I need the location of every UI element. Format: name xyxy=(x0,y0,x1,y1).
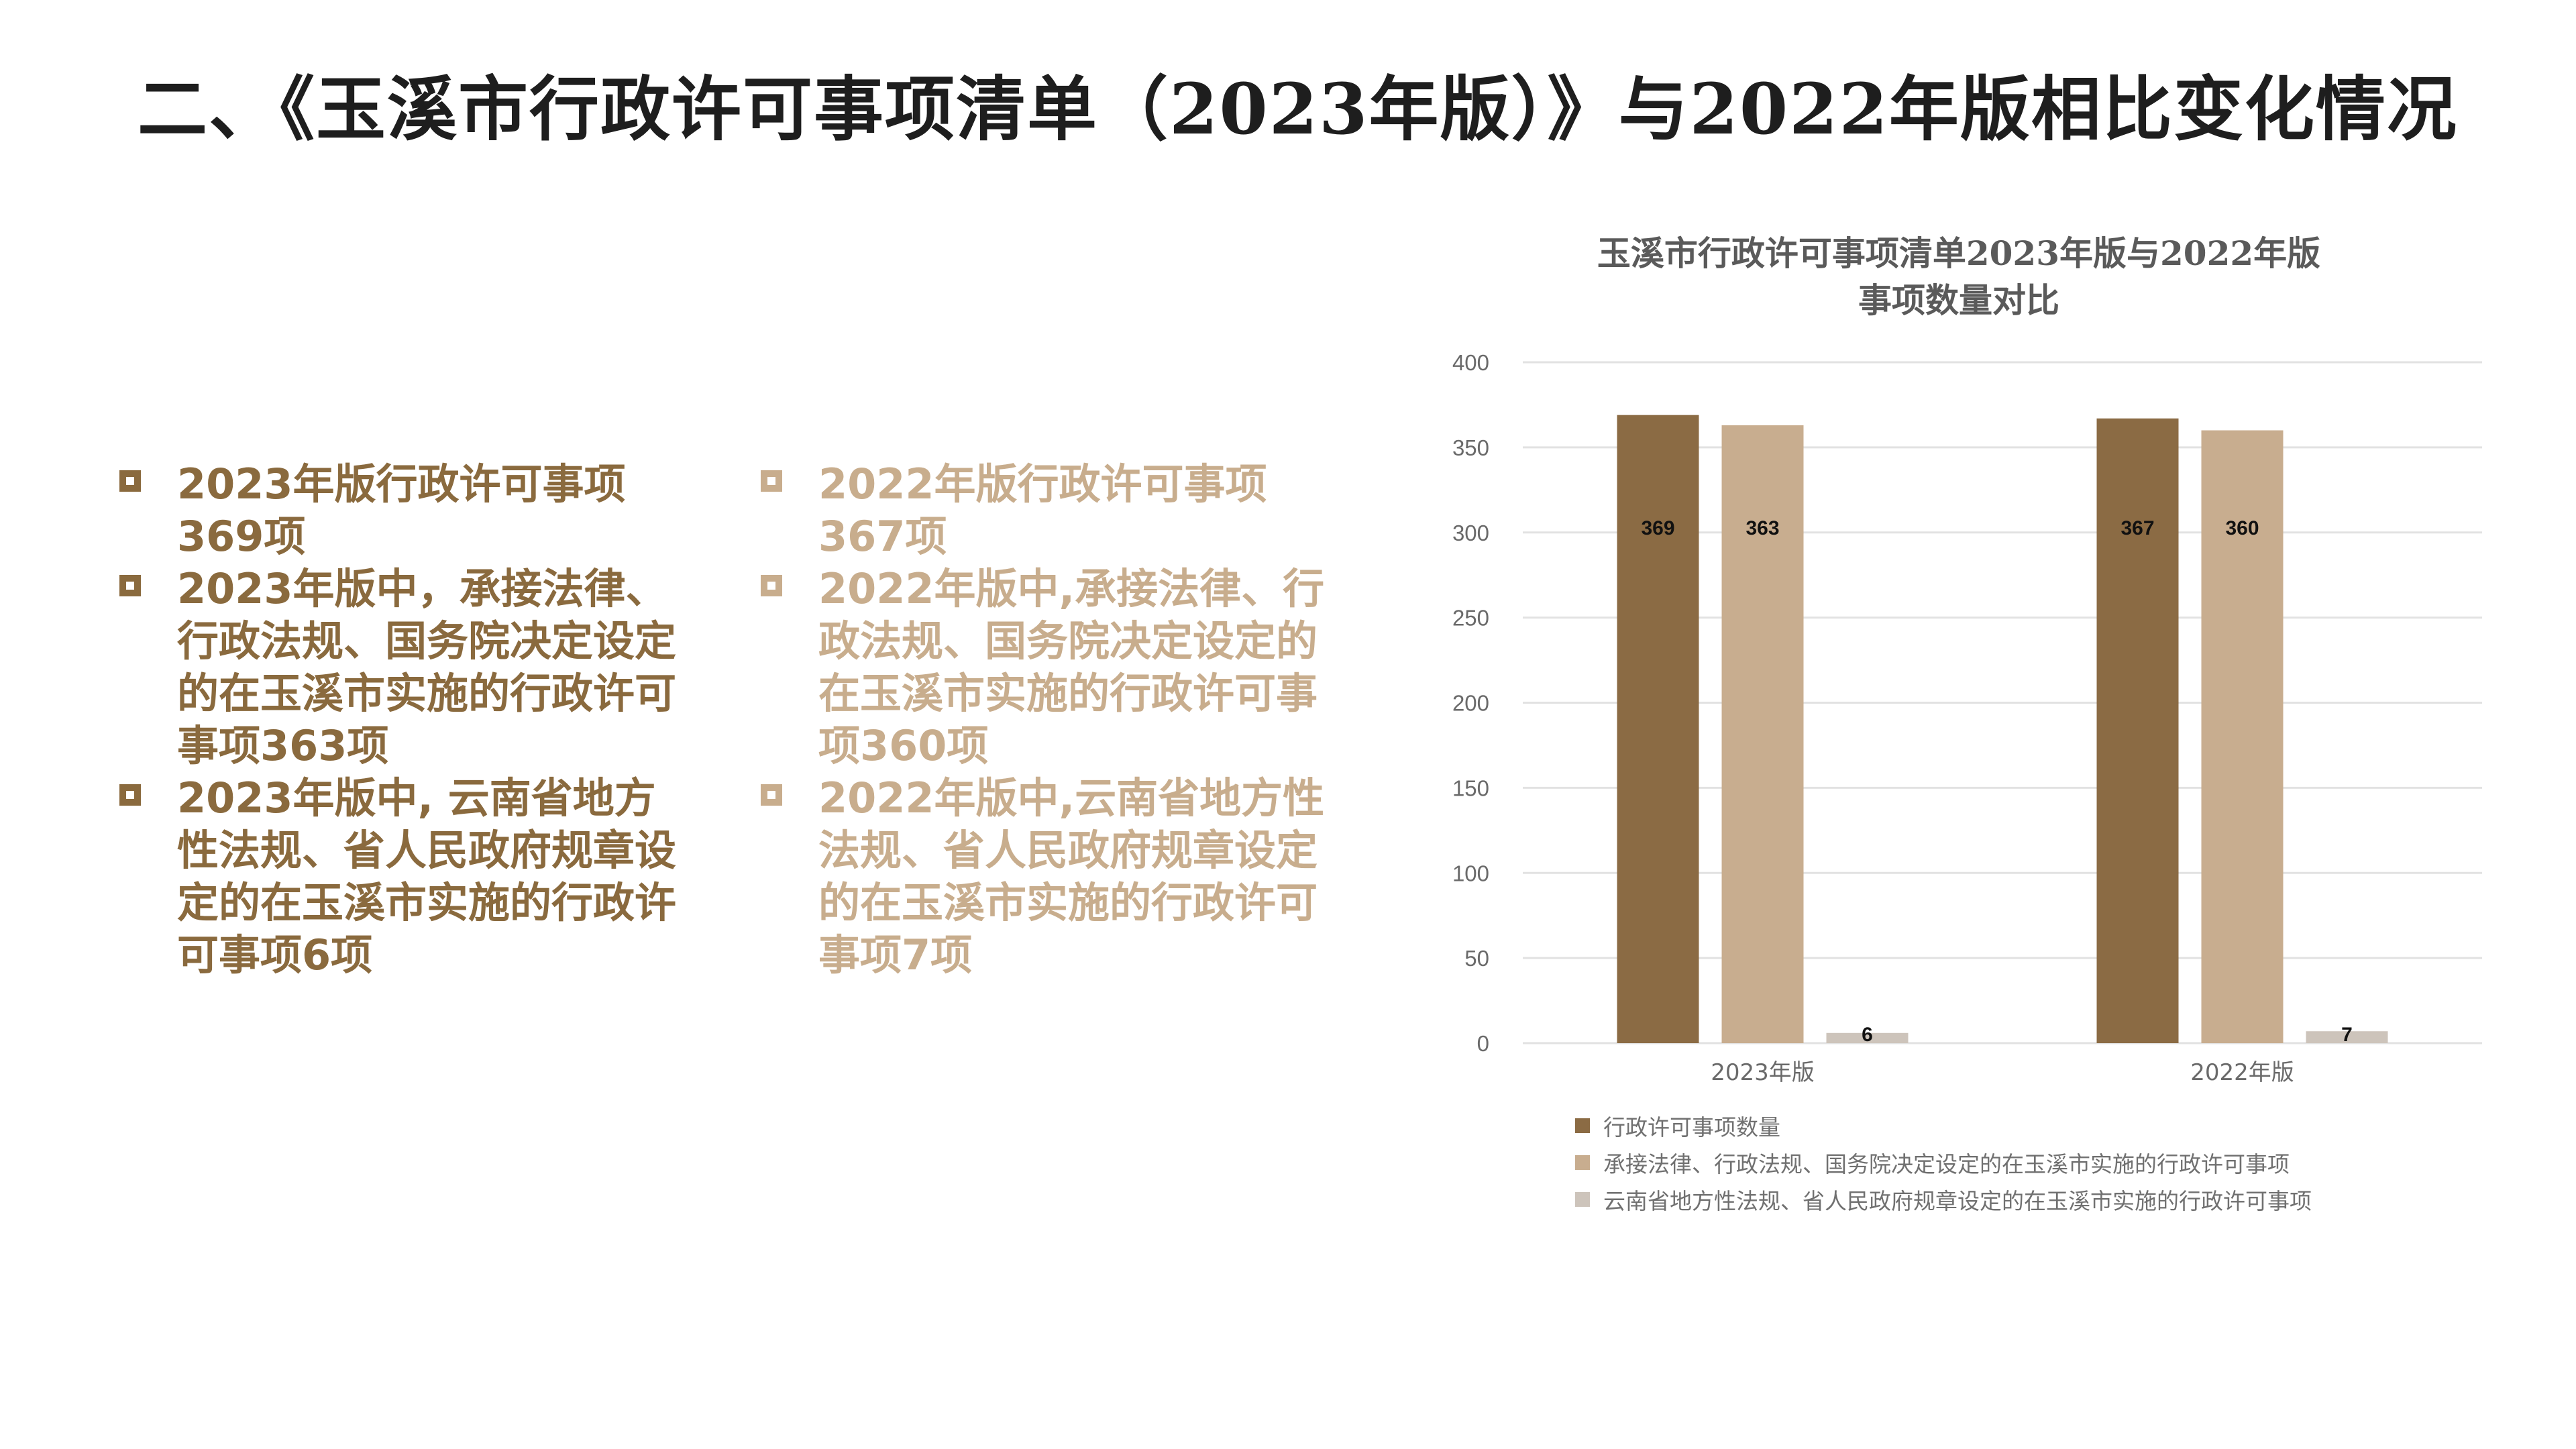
bullet-list-2022: 2022年版行政许可事项367项 2022年版中,承接法律、行政法规、国务院决定… xyxy=(757,458,1334,981)
bullet-item: 2022年版行政许可事项367项 xyxy=(757,458,1334,563)
legend-label: 云南省地方性法规、省人民政府规章设定的在玉溪市实施的行政许可事项 xyxy=(1603,1187,2312,1214)
bullet-text: 2023年版中，承接法律、行政法规、国务院决定设定的在玉溪市实施的行政许可事项3… xyxy=(177,564,677,770)
y-tick-label: 300 xyxy=(1452,521,1489,545)
bullet-text: 2023年版行政许可事项369项 xyxy=(177,460,626,561)
chart-title-line: 玉溪市行政许可事项清单2023年版与2022年版 xyxy=(1597,233,2320,273)
y-tick-label: 100 xyxy=(1452,861,1489,885)
bullet-item: 2023年版中, 云南省地方性法规、省人民政府规章设定的在玉溪市实施的行政许可事… xyxy=(115,772,692,981)
y-tick-label: 50 xyxy=(1464,946,1489,971)
y-tick-label: 350 xyxy=(1452,435,1489,460)
legend-swatch xyxy=(1575,1118,1590,1133)
square-bullet-icon xyxy=(119,470,141,492)
square-bullet-icon xyxy=(119,784,141,806)
x-category-label: 2023年版 xyxy=(1711,1059,1815,1086)
bullet-item: 2023年版中，承接法律、行政法规、国务院决定设定的在玉溪市实施的行政许可事项3… xyxy=(115,563,692,772)
bar-value-label: 360 xyxy=(2225,517,2259,539)
y-tick-label: 0 xyxy=(1477,1031,1489,1056)
chart-legend: 行政许可事项数量承接法律、行政法规、国务院决定设定的在玉溪市实施的行政许可事项云… xyxy=(1575,1107,2514,1218)
y-tick-label: 150 xyxy=(1452,775,1489,800)
legend-swatch xyxy=(1575,1155,1590,1170)
legend-label: 行政许可事项数量 xyxy=(1603,1114,1780,1140)
page-title: 二、《玉溪市行政许可事项清单（2023年版）》与2022年版相比变化情况 xyxy=(138,68,2458,150)
comparison-chart: 玉溪市行政许可事项清单2023年版与2022年版 事项数量对比 0 50 100 150 2… xyxy=(1409,215,2509,1234)
bar xyxy=(1617,415,1699,1043)
bar xyxy=(1721,425,1804,1043)
bullet-text: 2022年版行政许可事项367项 xyxy=(818,460,1267,561)
y-tick-label: 250 xyxy=(1452,606,1489,631)
bar-value-label: 7 xyxy=(2341,1024,2353,1046)
y-tick-label: 400 xyxy=(1452,350,1489,375)
bullet-item: 2022年版中,云南省地方性法规、省人民政府规章设定的在玉溪市实施的行政许可事项… xyxy=(757,772,1334,981)
bullet-text: 2023年版中, 云南省地方性法规、省人民政府规章设定的在玉溪市实施的行政许可事… xyxy=(177,773,677,979)
x-category-label: 2022年版 xyxy=(2190,1059,2294,1086)
bar-value-label: 363 xyxy=(1746,517,1779,539)
legend-label: 承接法律、行政法规、国务院决定设定的在玉溪市实施的行政许可事项 xyxy=(1603,1150,2290,1177)
bar-value-label: 367 xyxy=(2121,517,2154,539)
bullet-item: 2022年版中,承接法律、行政法规、国务院决定设定的在玉溪市实施的行政许可事项3… xyxy=(757,563,1334,772)
bullet-item: 2023年版行政许可事项369项 xyxy=(115,458,692,563)
legend-item: 云南省地方性法规、省人民政府规章设定的在玉溪市实施的行政许可事项 xyxy=(1575,1181,2514,1218)
bar xyxy=(1826,1032,1909,1043)
y-tick-label: 200 xyxy=(1452,691,1489,716)
square-bullet-icon xyxy=(761,575,782,596)
bar-value-label: 369 xyxy=(1641,517,1674,539)
bullet-text: 2022年版中,承接法律、行政法规、国务院决定设定的在玉溪市实施的行政许可事项3… xyxy=(818,564,1325,770)
bullet-list-2023: 2023年版行政许可事项369项 2023年版中，承接法律、行政法规、国务院决定… xyxy=(115,458,692,981)
square-bullet-icon xyxy=(761,470,782,492)
bar xyxy=(2096,418,2179,1043)
legend-item: 承接法律、行政法规、国务院决定设定的在玉溪市实施的行政许可事项 xyxy=(1575,1144,2514,1181)
bullet-text: 2022年版中,云南省地方性法规、省人民政府规章设定的在玉溪市实施的行政许可事项… xyxy=(818,773,1325,979)
legend-swatch xyxy=(1575,1191,1590,1207)
bar-value-label: 6 xyxy=(1862,1024,1873,1046)
legend-item: 行政许可事项数量 xyxy=(1575,1107,2514,1144)
square-bullet-icon xyxy=(119,575,141,596)
bar xyxy=(2201,430,2284,1043)
bar xyxy=(2306,1031,2388,1043)
chart-title-line: 事项数量对比 xyxy=(1858,280,2059,320)
square-bullet-icon xyxy=(761,784,782,806)
